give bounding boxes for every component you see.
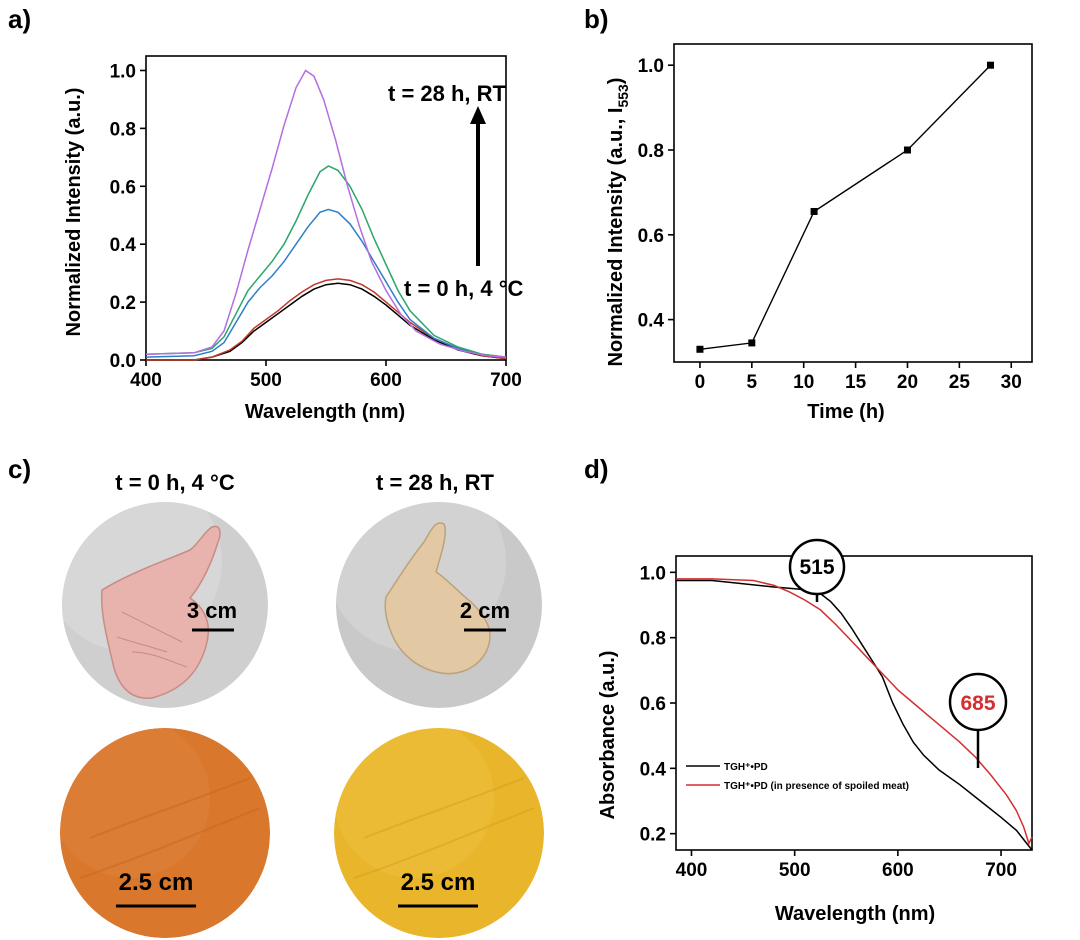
series-line-5 <box>145 69 507 358</box>
legend: TGH⁺•PD TGH⁺•PD (in presence of spoiled … <box>686 762 909 792</box>
arrow-up-icon <box>470 106 486 124</box>
sensor-film-icon: 2.5 cm <box>60 728 270 938</box>
x-tick-label: 600 <box>882 860 914 881</box>
series-line-3 <box>145 208 507 358</box>
x-tick-label: 700 <box>985 860 1017 881</box>
x-tick-label: 15 <box>845 372 867 393</box>
x-tick-label: 400 <box>676 860 708 881</box>
x-tick-label: 500 <box>250 370 282 391</box>
chart-d-y-label: Absorbance (a.u.) <box>597 651 619 820</box>
y-tick-label: 1.0 <box>640 563 666 584</box>
legend-label-1: TGH⁺•PD <box>724 762 768 773</box>
photo-column-label-fresh: t = 0 h, 4 °C <box>115 470 235 495</box>
callout-515: 515 <box>788 538 846 602</box>
y-tick-label: 0.8 <box>110 119 136 140</box>
chart-b-intensity-time: 0 5 10 15 20 25 30 0.4 0.6 0.8 1.0 Time (h) Normal… <box>605 43 1033 423</box>
data-point <box>903 146 911 154</box>
chart-a-y-label: Normalized Intensity (a.u.) <box>63 88 85 337</box>
y-tick-label: 0.6 <box>110 177 136 198</box>
chart-d-absorbance-spectra: 400 500 600 700 0.2 0.4 0.6 0.8 1.0 Wavelength (… <box>597 538 1033 925</box>
data-point <box>810 207 818 215</box>
chart-a-x-label: Wavelength (nm) <box>245 401 405 423</box>
series-line-4 <box>145 165 507 358</box>
chart-b-y-label: Normalized Intensity (a.u., I553) <box>605 78 631 367</box>
y-tick-label: 0.4 <box>110 235 137 256</box>
chart-a-emission-spectra: 400 500 600 700 0.0 0.2 0.4 0.6 0.8 1.0 Wavelengt… <box>63 55 524 423</box>
photo-spoiled-sensor-film: 2.5 cm <box>334 728 544 938</box>
series-line-2 <box>146 278 507 361</box>
y-tick-label: 0.8 <box>638 141 664 162</box>
x-tick-label: 30 <box>1001 372 1022 393</box>
data-point <box>696 345 704 353</box>
callout-685: 685 <box>948 672 1008 768</box>
scale-bar-label: 3 cm <box>187 598 237 623</box>
y-tick-label: 0.4 <box>638 311 665 332</box>
y-tick-label: 1.0 <box>110 61 136 82</box>
chart-d-x-label: Wavelength (nm) <box>775 903 935 925</box>
y-tick-label: 0.6 <box>638 226 664 247</box>
panel-label-a: a) <box>8 4 32 34</box>
data-point <box>748 339 756 347</box>
x-tick-label: 10 <box>793 372 814 393</box>
y-tick-label: 0.4 <box>640 759 667 780</box>
panel-label-b: b) <box>584 4 609 34</box>
x-tick-label: 0 <box>695 372 706 393</box>
chart-b-x-label: Time (h) <box>807 401 884 423</box>
y-tick-label: 0.6 <box>640 694 666 715</box>
scale-bar-label: 2.5 cm <box>401 869 476 896</box>
x-tick-label: 25 <box>949 372 971 393</box>
y-tick-label: 0.0 <box>110 351 136 372</box>
chicken-wing-icon: 3 cm <box>62 502 268 708</box>
x-tick-label: 5 <box>747 372 758 393</box>
sensor-film-icon: 2.5 cm <box>334 728 544 938</box>
x-tick-label: 700 <box>490 370 522 391</box>
chicken-wing-icon: 2 cm <box>336 502 542 708</box>
plot-frame <box>673 43 1033 363</box>
panel-label-c: c) <box>8 454 32 484</box>
scale-bar-label: 2 cm <box>460 598 510 623</box>
y-tick-label: 0.2 <box>110 293 136 314</box>
x-tick-label: 500 <box>779 860 811 881</box>
chart-a-annotation-bottom: t = 0 h, 4 °C <box>404 276 524 301</box>
y-tick-label: 0.8 <box>640 629 666 650</box>
y-tick-label: 0.2 <box>640 825 666 846</box>
series-line-2 <box>676 578 1033 846</box>
scale-bar-label: 2.5 cm <box>119 869 194 896</box>
photo-fresh-sensor-film: 2.5 cm <box>60 728 270 938</box>
callout-515-label: 515 <box>799 556 834 579</box>
plot-frame <box>145 55 507 361</box>
x-tick-label: 600 <box>370 370 402 391</box>
panel-label-d: d) <box>584 454 609 484</box>
x-tick-label: 20 <box>897 372 918 393</box>
photo-column-label-spoiled: t = 28 h, RT <box>376 470 494 495</box>
photo-spoiled-chicken-wing: 2 cm <box>336 502 542 708</box>
x-tick-label: 400 <box>130 370 162 391</box>
legend-label-2: TGH⁺•PD (in presence of spoiled meat) <box>724 781 909 792</box>
series-line <box>699 64 992 350</box>
photo-fresh-chicken-wing: 3 cm <box>62 502 268 708</box>
data-point <box>986 61 994 69</box>
series-line-1 <box>146 282 507 361</box>
chart-a-annotation-top: t = 28 h, RT <box>388 81 507 106</box>
callout-685-label: 685 <box>960 692 995 715</box>
y-tick-label: 1.0 <box>638 56 664 77</box>
